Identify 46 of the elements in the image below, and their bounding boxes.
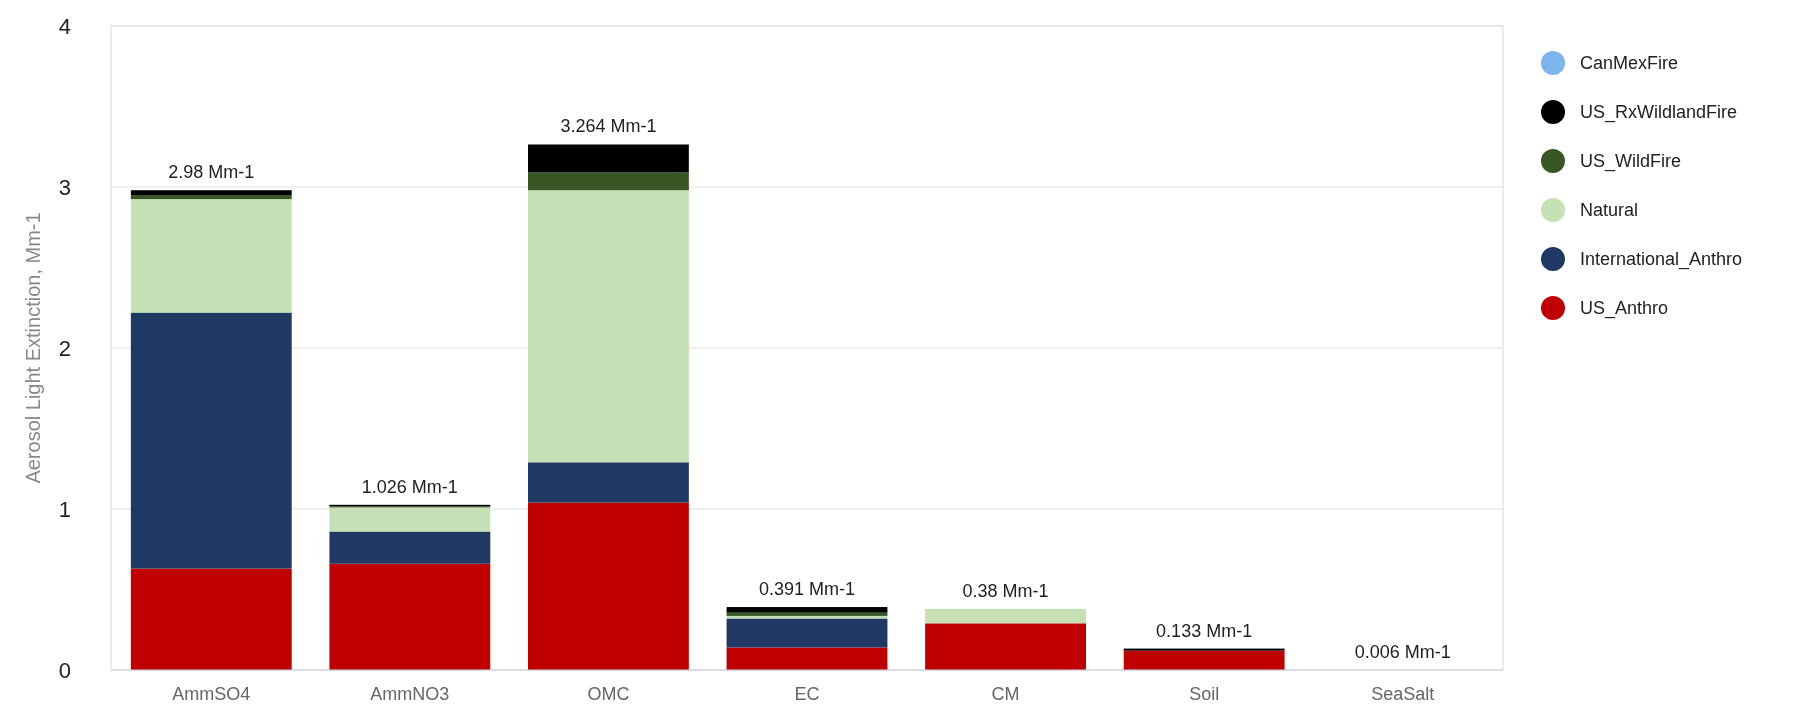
legend-label: International_Anthro [1580,249,1743,271]
bar [925,623,1086,670]
x-tick-label: AmmSO4 [172,684,251,704]
bar [130,312,292,569]
bar [130,195,292,200]
bar [528,502,689,670]
total-label: 0.006 Mm-1 [1354,642,1451,662]
total-label: 3.264 Mm-1 [560,116,657,137]
y-tick-label: 2 [58,335,71,361]
legend-label: CanMexFire [1580,53,1679,74]
x-tick-label: AmmNO3 [370,684,450,704]
y-tick-label: 4 [58,13,71,39]
bar [528,172,689,191]
x-tick-label: EC [794,684,820,704]
bar [925,608,1086,624]
bar [329,531,491,564]
bar [528,144,689,173]
total-label: 0.391 Mm-1 [758,579,856,600]
bar [528,462,689,503]
x-tick-label: CM [991,684,1020,704]
y-tick-label: 0 [58,657,71,683]
bar [726,618,888,648]
bar [329,563,491,670]
total-label: 2.98 Mm-1 [168,162,255,183]
y-tick-label: 1 [58,496,71,522]
bar [726,607,888,613]
legend-label: US_Anthro [1580,298,1669,320]
legend-label: US_RxWildlandFire [1580,102,1738,124]
bar [130,190,292,196]
x-tick-label: SeaSalt [1371,684,1435,704]
bar [1123,650,1285,670]
legend-label: Natural [1580,200,1639,221]
x-tick-label: OMC [587,684,630,704]
y-tick-label: 3 [58,174,71,200]
total-label: 1.026 Mm-1 [361,476,458,497]
bar [528,190,689,463]
bar [726,647,888,670]
bar [1123,648,1285,651]
total-label: 0.133 Mm-1 [1156,620,1253,641]
x-tick-label: Soil [1189,684,1220,704]
bar [130,568,292,670]
legend-label: US_WildFire [1580,151,1682,173]
bar [329,507,491,532]
bar [130,199,292,313]
total-label: 0.38 Mm-1 [962,580,1049,601]
y-axis-title: Aerosol Light Extinction, Mm-1 [22,212,44,484]
